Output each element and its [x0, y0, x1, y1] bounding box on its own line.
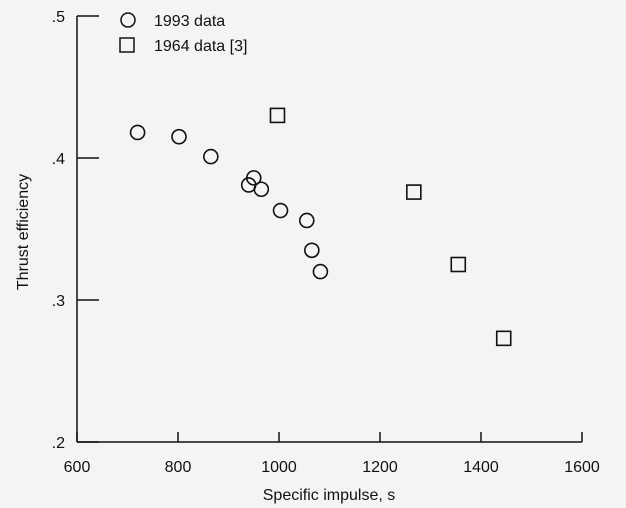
data-point-1964: [450, 256, 467, 273]
data-point-1964: [269, 107, 286, 124]
data-point-1993: [272, 202, 289, 219]
x-tick-label: 1400: [463, 459, 499, 476]
data-point-1993: [298, 212, 315, 229]
y-tick-label: .2: [52, 435, 65, 452]
x-tick-label: 1200: [362, 459, 398, 476]
data-point-1993: [245, 170, 262, 186]
y-axis-title: Thrust efficiency: [15, 174, 32, 290]
legend-marker-circle: [120, 12, 136, 28]
y-ticks: .2 .3 .4 .5: [52, 9, 99, 452]
legend-label-1964: 1964 data [3]: [154, 38, 247, 55]
data-point-1964: [495, 330, 512, 347]
x-tick-label: 600: [64, 459, 91, 476]
x-tick-label: 1600: [564, 459, 600, 476]
axes: [76, 16, 582, 443]
data-point-1993: [304, 242, 320, 259]
x-tick-label: 800: [165, 459, 192, 476]
x-ticks: 600 800 1000 1200 1400 1600: [64, 432, 600, 476]
legend: 1993 data 1964 data [3]: [119, 12, 247, 55]
data-point-1993: [312, 263, 329, 280]
y-tick-label: .3: [52, 293, 65, 310]
x-axis-title: Specific impulse, s: [263, 487, 396, 504]
legend-marker-square: [119, 37, 135, 53]
y-tick-label: .4: [52, 151, 65, 168]
data-point-1964: [406, 184, 422, 200]
legend-label-1993: 1993 data: [154, 13, 225, 30]
data-points: [129, 107, 512, 347]
data-point-1993: [253, 181, 270, 198]
data-point-1993: [171, 128, 187, 145]
x-tick-label: 1000: [261, 459, 297, 476]
y-tick-label: .5: [52, 9, 65, 26]
data-point-1993: [129, 124, 146, 141]
data-point-1993: [203, 148, 219, 165]
